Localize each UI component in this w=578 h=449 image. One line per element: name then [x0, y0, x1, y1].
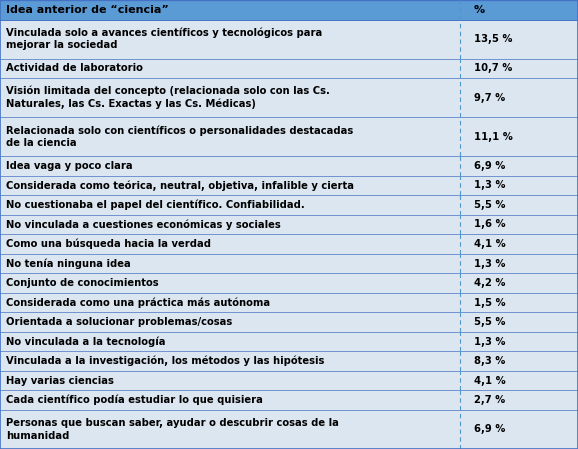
Text: Idea vaga y poco clara: Idea vaga y poco clara	[6, 161, 132, 171]
Text: Idea anterior de “ciencia”: Idea anterior de “ciencia”	[6, 5, 169, 15]
Text: 1,5 %: 1,5 %	[474, 298, 506, 308]
Text: 5,5 %: 5,5 %	[474, 200, 505, 210]
Text: Orientada a solucionar problemas/cosas: Orientada a solucionar problemas/cosas	[6, 317, 232, 327]
Text: Actividad de laboratorio: Actividad de laboratorio	[6, 63, 143, 73]
Text: 1,3 %: 1,3 %	[474, 180, 505, 190]
Text: 1,3 %: 1,3 %	[474, 337, 505, 347]
Text: Personas que buscan saber, ayudar o descubrir cosas de la
humanidad: Personas que buscan saber, ayudar o desc…	[6, 418, 339, 440]
Bar	[0, 410, 578, 449]
Bar	[0, 234, 578, 254]
Bar	[0, 58, 578, 78]
Text: 1,6 %: 1,6 %	[474, 220, 506, 229]
Bar	[0, 19, 578, 58]
Bar	[0, 332, 578, 352]
Text: Como una búsqueda hacia la verdad: Como una búsqueda hacia la verdad	[6, 239, 211, 249]
Text: Conjunto de conocimientos: Conjunto de conocimientos	[6, 278, 158, 288]
Bar	[0, 156, 578, 176]
Text: 10,7 %: 10,7 %	[474, 63, 512, 73]
Bar	[0, 371, 578, 391]
Text: 4,1 %: 4,1 %	[474, 376, 506, 386]
Bar	[0, 176, 578, 195]
Text: Cada científico podía estudiar lo que quisiera: Cada científico podía estudiar lo que qu…	[6, 395, 262, 405]
Bar	[0, 273, 578, 293]
Text: 9,7 %: 9,7 %	[474, 92, 505, 103]
Text: No vinculada a la tecnología: No vinculada a la tecnología	[6, 336, 165, 347]
Text: 11,1 %: 11,1 %	[474, 132, 513, 141]
Bar	[0, 313, 578, 332]
Text: Hay varias ciencias: Hay varias ciencias	[6, 376, 114, 386]
Bar	[0, 293, 578, 313]
Bar	[0, 0, 578, 19]
Bar	[0, 78, 578, 117]
Text: 13,5 %: 13,5 %	[474, 34, 513, 44]
Bar	[0, 391, 578, 410]
Text: 4,1 %: 4,1 %	[474, 239, 506, 249]
Bar	[0, 117, 578, 156]
Text: Considerada como teórica, neutral, objetiva, infalible y cierta: Considerada como teórica, neutral, objet…	[6, 180, 354, 191]
Text: Visión limitada del concepto (relacionada solo con las Cs.
Naturales, las Cs. Ex: Visión limitada del concepto (relacionad…	[6, 86, 329, 110]
Bar	[0, 215, 578, 234]
Text: Relacionada solo con científicos o personalidades destacadas
de la ciencia: Relacionada solo con científicos o perso…	[6, 125, 353, 148]
Text: No vinculada a cuestiones económicas y sociales: No vinculada a cuestiones económicas y s…	[6, 219, 280, 230]
Bar	[0, 195, 578, 215]
Text: 6,9 %: 6,9 %	[474, 161, 505, 171]
Bar	[0, 352, 578, 371]
Text: Vinculada solo a avances científicos y tecnológicos para
mejorar la sociedad: Vinculada solo a avances científicos y t…	[6, 27, 322, 50]
Text: %: %	[474, 5, 485, 15]
Text: 8,3 %: 8,3 %	[474, 356, 505, 366]
Bar	[0, 254, 578, 273]
Text: Considerada como una práctica más autónoma: Considerada como una práctica más autóno…	[6, 297, 270, 308]
Text: 5,5 %: 5,5 %	[474, 317, 505, 327]
Text: 2,7 %: 2,7 %	[474, 395, 505, 405]
Text: No cuestionaba el papel del científico. Confiabilidad.: No cuestionaba el papel del científico. …	[6, 200, 305, 210]
Text: Vinculada a la investigación, los métodos y las hipótesis: Vinculada a la investigación, los método…	[6, 356, 324, 366]
Text: 6,9 %: 6,9 %	[474, 424, 505, 435]
Text: No tenía ninguna idea: No tenía ninguna idea	[6, 258, 131, 269]
Text: 4,2 %: 4,2 %	[474, 278, 505, 288]
Text: 1,3 %: 1,3 %	[474, 259, 505, 269]
